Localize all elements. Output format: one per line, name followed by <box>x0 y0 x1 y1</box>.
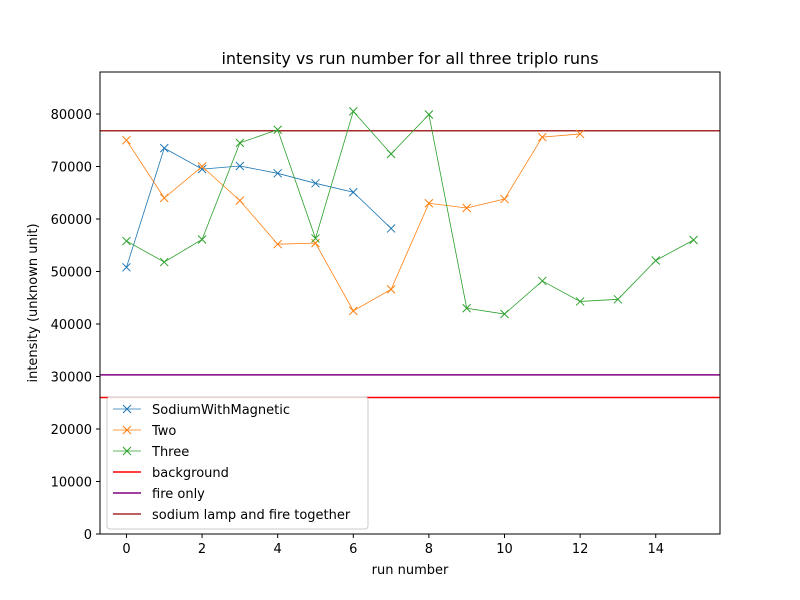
chart-title: intensity vs run number for all three tr… <box>221 49 598 68</box>
y-axis-label: intensity (unknown unit) <box>26 223 41 382</box>
y-tick-label: 60000 <box>51 213 92 228</box>
data-point <box>235 138 245 148</box>
data-point <box>462 203 472 213</box>
data-point <box>537 132 547 142</box>
data-point <box>273 125 283 135</box>
legend-marker <box>122 404 132 414</box>
y-tick-label: 80000 <box>51 108 92 123</box>
legend-marker <box>122 425 132 435</box>
y-tick-label: 50000 <box>51 266 92 281</box>
x-tick-label: 4 <box>274 542 282 557</box>
x-tick-label: 0 <box>122 542 130 557</box>
x-tick-label: 8 <box>425 542 433 557</box>
legend-label: sodium lamp and fire together <box>152 508 351 523</box>
plot-frame <box>99 71 721 535</box>
data-point <box>689 235 698 245</box>
y-tick-label: 0 <box>84 528 92 543</box>
data-point <box>500 194 509 204</box>
data-point <box>348 306 358 316</box>
y-tick-label: 20000 <box>51 423 92 438</box>
data-point <box>386 149 396 159</box>
data-point <box>424 198 434 208</box>
legend-label: fire only <box>152 487 205 502</box>
data-point <box>462 303 472 313</box>
y-tick-label: 30000 <box>51 371 92 386</box>
legend-label: Two <box>151 424 176 439</box>
data-point <box>159 193 169 203</box>
legend-label: background <box>152 466 229 481</box>
x-tick-label: 14 <box>647 542 664 557</box>
legend-box <box>106 396 369 530</box>
data-point <box>651 256 661 265</box>
data-point <box>500 309 509 319</box>
data-point <box>122 135 131 145</box>
series-line-2 <box>126 110 694 315</box>
data-point <box>386 224 396 233</box>
data-point <box>197 235 207 244</box>
x-axis-label: run number <box>372 563 449 578</box>
data-point <box>311 234 320 243</box>
data-point <box>424 110 434 119</box>
legend: SodiumWithMagnetic Two Three background fire… <box>106 396 369 530</box>
data-point <box>273 239 283 249</box>
data-point <box>197 164 207 174</box>
data-point <box>311 178 320 188</box>
data-point <box>348 107 358 116</box>
x-tick-label: 2 <box>198 542 206 557</box>
data-point <box>575 129 585 139</box>
y-axis: 0 10000 20000 30000 40000 50000 60000 70000 8000… <box>51 108 100 543</box>
x-tick-label: 10 <box>496 542 513 557</box>
data-point <box>273 168 283 178</box>
legend-marker <box>122 446 132 456</box>
data-point <box>537 276 547 286</box>
y-tick-label: 10000 <box>51 476 92 491</box>
x-tick-label: 12 <box>572 542 589 557</box>
y-tick-label: 70000 <box>51 161 92 176</box>
x-tick-label: 6 <box>349 542 357 557</box>
y-tick-label: 40000 <box>51 318 92 333</box>
data-point <box>348 187 358 197</box>
data-point <box>235 161 245 171</box>
x-axis: 0 2 4 6 8 10 12 14 <box>122 534 664 557</box>
data-point <box>613 294 623 304</box>
series-line-0 <box>126 147 392 268</box>
data-point <box>122 262 131 272</box>
data-point <box>235 196 245 205</box>
data-point <box>159 257 169 267</box>
legend-label: Three <box>151 445 189 460</box>
legend-label: SodiumWithMagnetic <box>152 403 290 418</box>
data-point <box>122 236 131 246</box>
data-point <box>386 284 396 294</box>
data-point <box>159 143 169 153</box>
data-point <box>197 162 207 171</box>
data-point <box>575 297 585 306</box>
